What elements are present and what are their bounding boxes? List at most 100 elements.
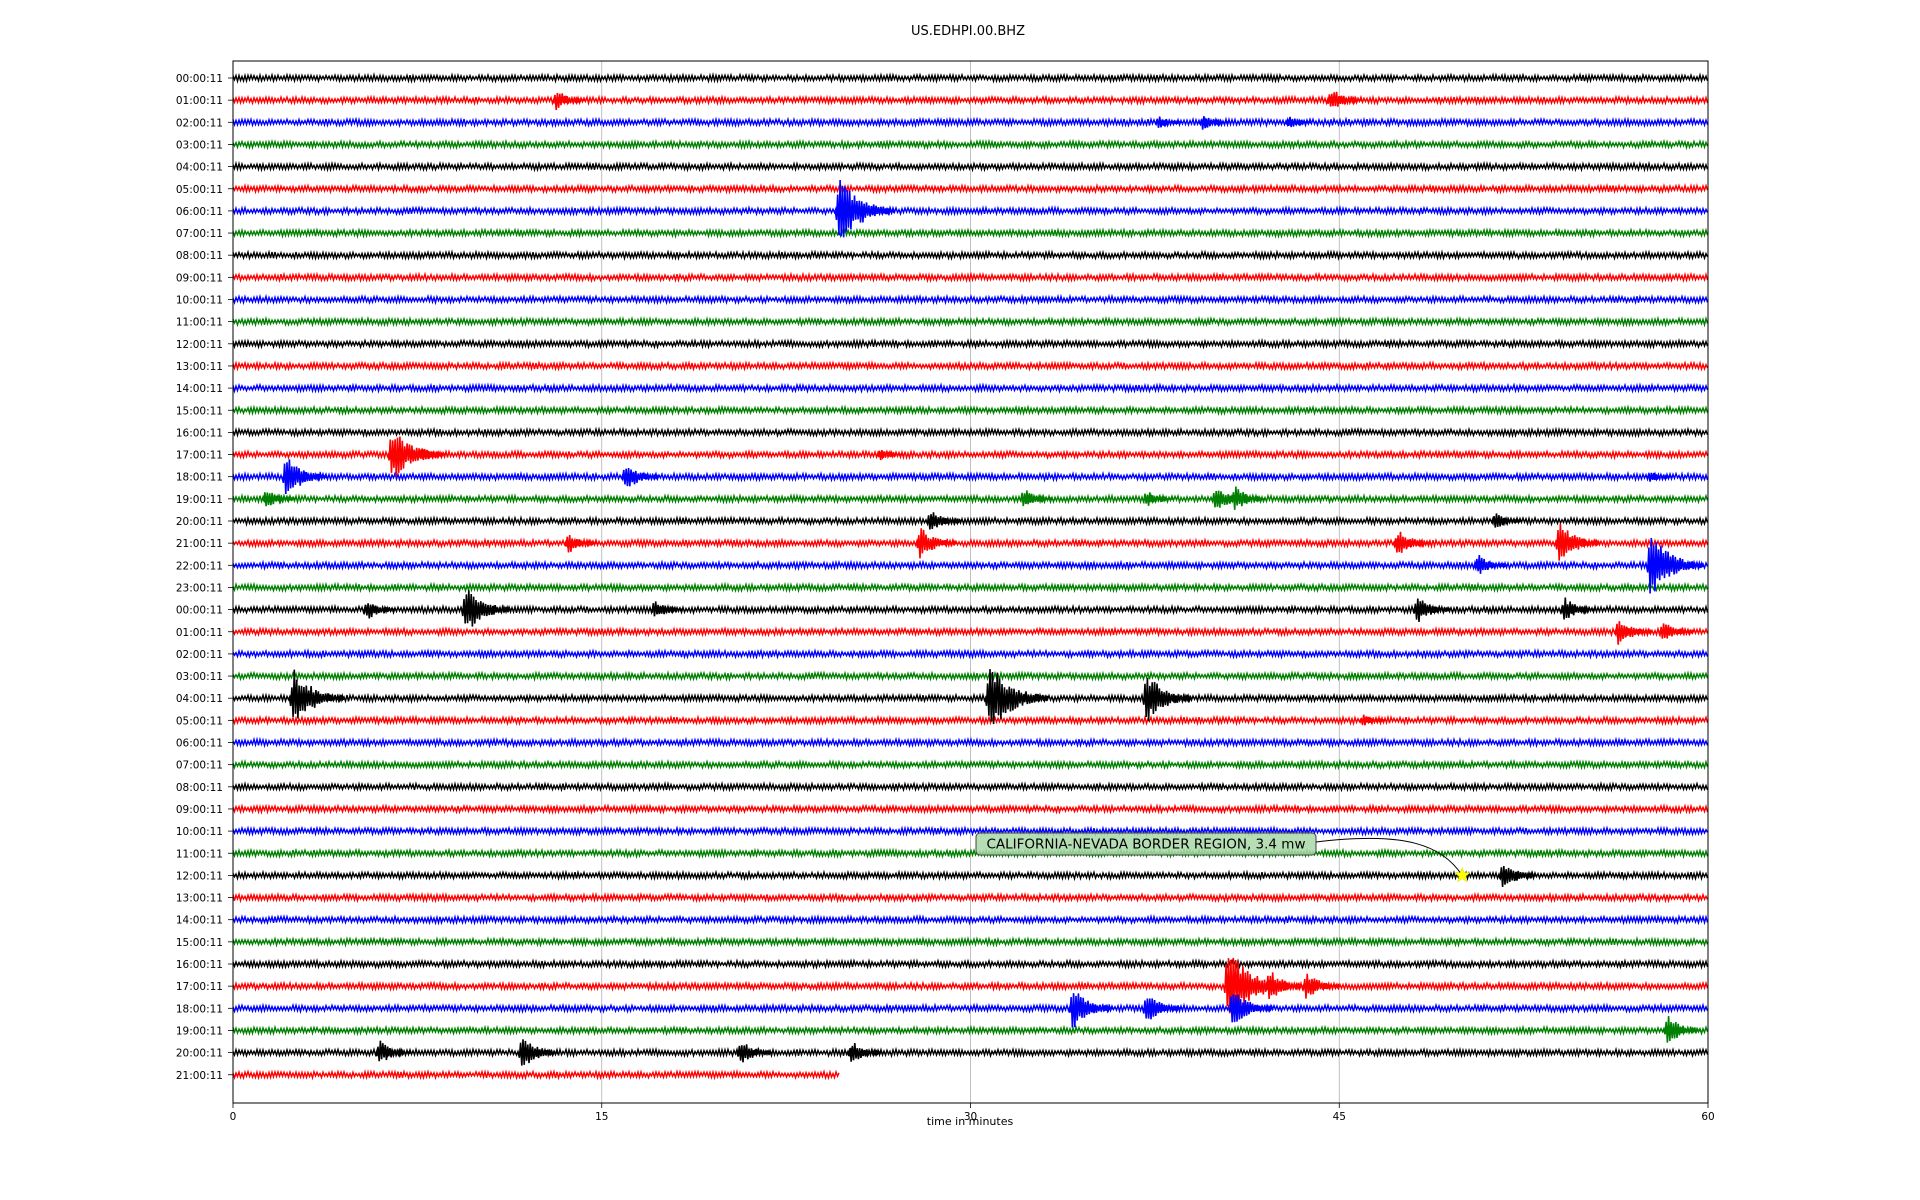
event-burst-24 [1645, 537, 1704, 594]
row-label-30: 06:00:11 [176, 738, 223, 750]
trace-row-31 [232, 758, 1709, 771]
trace-row-3 [232, 138, 1709, 151]
event-burst-39 [1301, 973, 1341, 999]
row-label-27: 03:00:11 [176, 671, 223, 683]
trace-row-15 [232, 404, 1709, 417]
event-burst-31 [1658, 623, 1695, 639]
event-burst-30 [1613, 621, 1653, 645]
trace-row-33 [232, 803, 1709, 815]
trace-row-41 [232, 980, 1709, 993]
event-burst-9 [281, 459, 328, 495]
event-burst-16 [1230, 486, 1267, 510]
row-label-0: 00:00:11 [176, 73, 223, 85]
star-marker-0 [1453, 866, 1471, 883]
trace-row-30 [232, 736, 1709, 749]
event-burst-7 [416, 448, 448, 461]
x-axis-label: time in minutes [927, 1115, 1014, 1128]
trace-row-21 [232, 537, 1709, 550]
event-burst-42 [1227, 994, 1274, 1023]
trace-row-34 [232, 825, 1709, 838]
row-label-7: 07:00:11 [176, 228, 223, 240]
x-tick-label-1: 15 [595, 1111, 608, 1123]
event-burst-26 [460, 590, 512, 627]
x-tick-label-3: 45 [1333, 1111, 1346, 1123]
event-burst-5 [834, 179, 895, 238]
row-label-39: 15:00:11 [176, 937, 223, 949]
row-label-10: 10:00:11 [176, 295, 223, 307]
row-label-8: 08:00:11 [176, 250, 223, 262]
row-label-2: 02:00:11 [176, 117, 223, 129]
row-label-19: 19:00:11 [176, 494, 223, 506]
trace-row-37 [232, 891, 1709, 904]
row-label-38: 14:00:11 [176, 915, 223, 927]
trace-row-27 [232, 670, 1709, 682]
row-label-29: 05:00:11 [176, 715, 223, 727]
trace-row-11 [232, 315, 1709, 328]
event-burst-38 [1264, 972, 1306, 1000]
event-burst-14 [1141, 492, 1174, 506]
event-annotation: CALIFORNIA-NEVADA BORDER REGION, 3.4 mw [975, 832, 1471, 883]
annotation-arrow-0 [1315, 837, 1463, 876]
event-burst-41 [1141, 998, 1183, 1020]
trace-row-13 [232, 360, 1709, 372]
event-burst-43 [1663, 1016, 1702, 1043]
event-burst-8 [876, 449, 904, 461]
event-burst-19 [564, 534, 598, 553]
trace-row-0 [232, 72, 1709, 84]
event-burst-36 [1498, 865, 1537, 888]
row-label-3: 03:00:11 [176, 139, 223, 151]
trace-row-25 [232, 625, 1709, 638]
event-burst-35 [1358, 714, 1386, 726]
trace-row-43 [232, 1024, 1709, 1037]
trace-row-16 [232, 426, 1709, 439]
event-burst-23 [1473, 554, 1508, 574]
trace-row-38 [232, 913, 1709, 926]
row-label-21: 21:00:11 [176, 538, 223, 550]
row-label-34: 10:00:11 [176, 826, 223, 838]
row-label-43: 19:00:11 [176, 1025, 223, 1037]
event-burst-11 [1645, 471, 1674, 482]
trace-row-2 [232, 116, 1709, 129]
trace-row-44 [232, 1046, 1709, 1059]
event-burst-40 [1068, 993, 1114, 1028]
row-label-36: 12:00:11 [176, 870, 223, 882]
row-label-9: 09:00:11 [176, 272, 223, 284]
row-label-35: 11:00:11 [176, 848, 223, 860]
row-label-26: 02:00:11 [176, 649, 223, 661]
row-label-20: 20:00:11 [176, 516, 223, 528]
trace-row-8 [232, 249, 1709, 262]
trace-row-18 [232, 470, 1709, 483]
event-burst-34 [1141, 677, 1193, 722]
event-burst-44 [374, 1040, 412, 1062]
event-burst-6 [387, 436, 441, 477]
event-burst-33 [984, 669, 1049, 725]
row-label-14: 14:00:11 [176, 383, 223, 395]
row-label-24: 00:00:11 [176, 605, 223, 617]
row-label-5: 05:00:11 [176, 184, 223, 196]
trace-row-6 [232, 205, 1709, 217]
trace-row-29 [232, 714, 1709, 727]
row-label-12: 12:00:11 [176, 339, 223, 351]
event-burst-1 [1326, 91, 1363, 107]
row-label-31: 07:00:11 [176, 760, 223, 772]
row-label-1: 01:00:11 [176, 95, 223, 107]
trace-row-26 [232, 647, 1709, 660]
annotation-box-0 [975, 832, 1317, 856]
annotation-text-0: CALIFORNIA-NEVADA BORDER REGION, 3.4 mw [987, 837, 1306, 853]
event-burst-12 [261, 492, 296, 507]
trace-row-9 [232, 271, 1709, 284]
row-label-44: 20:00:11 [176, 1048, 223, 1060]
event-burst-2 [1154, 116, 1182, 128]
trace-row-45 [232, 1068, 840, 1081]
event-burst-13 [1019, 490, 1053, 507]
chart-title: US.EDHPI.00.BHZ [911, 24, 1025, 39]
row-label-28: 04:00:11 [176, 693, 223, 705]
trace-row-1 [232, 94, 1709, 107]
event-burst-0 [551, 92, 586, 111]
row-label-23: 23:00:11 [176, 582, 223, 594]
trace-row-40 [232, 958, 1709, 970]
x-tick-label-0: 0 [230, 1111, 237, 1123]
trace-row-24 [232, 603, 1709, 616]
x-tick-label-2: 30 [964, 1111, 977, 1123]
